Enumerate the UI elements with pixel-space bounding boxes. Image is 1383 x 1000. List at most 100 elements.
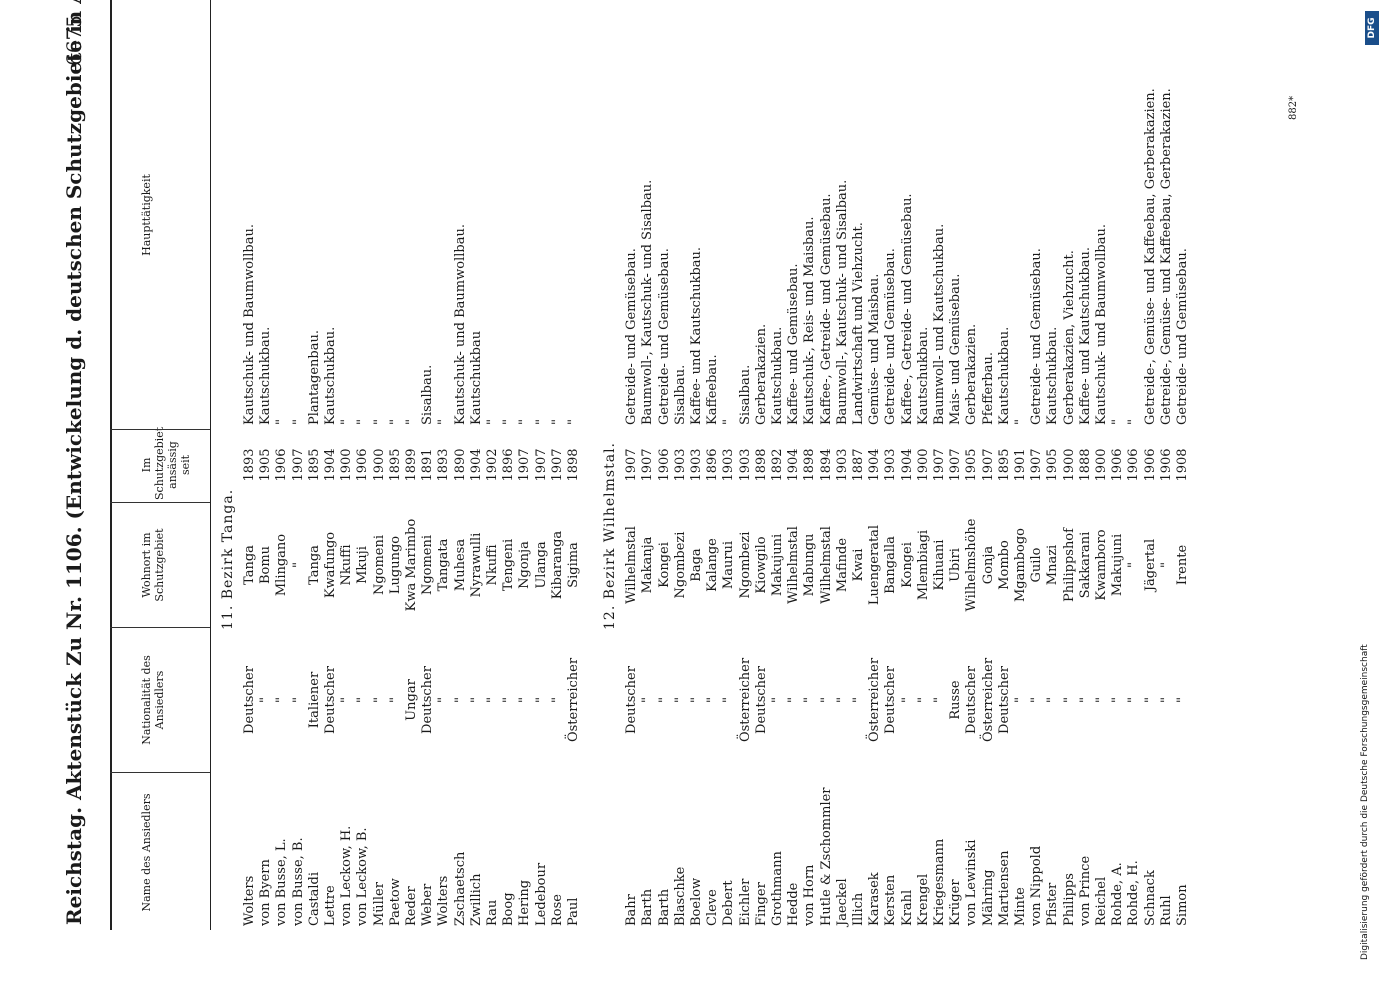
- nationality: ": [818, 697, 834, 703]
- nationality: ": [501, 697, 517, 703]
- settled-since: 1902: [485, 448, 500, 482]
- nationality: ": [1029, 697, 1045, 703]
- residence: Tangata: [436, 538, 452, 592]
- table-row: Rose " Kibaranga 1907 ": [550, 0, 567, 930]
- settler-name: Hering: [517, 879, 533, 926]
- table-row: von Busse, B. " " 1907 ": [291, 0, 308, 930]
- settled-since: 1900: [371, 448, 387, 482]
- settler-name: Castaldi: [306, 872, 322, 926]
- nationality: ": [915, 697, 931, 703]
- main-activity: Baumwoll-, Kautschuk- und Sisalbau.: [834, 179, 850, 425]
- residence: Wilhelmstal: [818, 526, 834, 604]
- table-row: von Horn " Mabungu 1898 Kautschuk-, Reis- un…: [802, 0, 819, 930]
- main-activity: Getreide-, Gemüse- und Kaffeebau, Gerber…: [1142, 88, 1158, 425]
- residence: Philippshof: [1061, 528, 1077, 602]
- table-row: von Prince " Sakkarani 1888 Kaffee- und Kaut…: [1078, 0, 1095, 930]
- settled-since: 1903: [689, 448, 704, 482]
- settled-since: 1906: [1142, 448, 1158, 482]
- main-activity: Kaffee-, Getreide- und Gemüsebau.: [818, 193, 834, 425]
- table-row: Krengel " Mlembiagi 1900 Kautschukbau.: [916, 0, 933, 930]
- settler-name: Boog: [501, 892, 517, 926]
- table-row: Pfister " Mnazi 1905 Kautschukbau.: [1045, 0, 1062, 930]
- main-activity: Kautschuk- und Baumwollbau.: [452, 224, 468, 425]
- residence: Wilhelmstal: [786, 526, 802, 604]
- residence: Ulanga: [533, 541, 549, 589]
- residence: Guilo: [1029, 547, 1045, 583]
- settled-since: 1898: [753, 448, 769, 482]
- main-activity: ": [566, 419, 581, 425]
- nationality: Österreicher: [867, 657, 883, 743]
- main-activity: Gemüse- und Maisbau.: [867, 273, 883, 425]
- settler-name: Pfister: [1045, 882, 1061, 926]
- main-activity: Gerberakazien, Viehzucht.: [1061, 250, 1077, 425]
- nationality: ": [258, 697, 274, 703]
- table-row: von Byern " Bomu 1905 Kautschukbau.: [258, 0, 275, 930]
- nationality: ": [485, 697, 500, 703]
- table-row: Schnack " Jägertal 1906 Getreide-, Gemüse- u…: [1143, 0, 1160, 930]
- residence: Kongei: [899, 542, 915, 588]
- main-activity: ": [290, 419, 306, 425]
- table-row: Martiensen Deutscher Mombo 1895 Kautschukbau…: [997, 0, 1014, 930]
- residence: Ngonja: [517, 541, 533, 589]
- nationality: Deutscher: [753, 666, 769, 734]
- settler-name: von Prince: [1077, 855, 1093, 926]
- residence: Makujuni: [1110, 533, 1126, 597]
- nationality: ": [705, 697, 721, 703]
- residence: Tengeni: [501, 538, 517, 592]
- settled-since: 1905: [258, 448, 274, 482]
- nationality: ": [786, 697, 802, 703]
- settler-name: von Horn: [802, 864, 818, 926]
- settler-name: Grothmann: [770, 851, 785, 926]
- settler-name: Hedde: [786, 882, 802, 926]
- column-header: Nationalität des Ansiedlers: [140, 655, 166, 745]
- table-row: Castaldi Italiener Tanga 1895 Plantagenbau.: [307, 0, 324, 930]
- nationality: ": [834, 697, 850, 703]
- table-row: Lettre Deutscher Kwafungo 1904 Kautschukbau.: [323, 0, 340, 930]
- table-row: Barth " Kongei 1906 Getreide- und Gemüsebau.: [657, 0, 674, 930]
- settler-name: Philipps: [1061, 873, 1077, 926]
- nationality: Deutscher: [624, 666, 640, 734]
- nationality: ": [387, 697, 403, 703]
- settled-since: 1900: [1094, 448, 1109, 482]
- settler-name: Rose: [549, 894, 565, 926]
- settled-since: 1906: [1126, 448, 1142, 482]
- nationality: ": [672, 697, 688, 703]
- settled-since: 1891: [420, 448, 436, 482]
- table-row: Jaeckel " Mafinde 1903 Baumwoll-, Kautschuk-…: [835, 0, 852, 930]
- settler-name: Eichler: [737, 878, 753, 926]
- settler-name: Bahr: [624, 894, 640, 926]
- settler-name: von Busse, L.: [274, 838, 290, 926]
- main-activity: ": [387, 419, 403, 425]
- settled-since: 1907: [290, 448, 306, 482]
- settler-name: Reichel: [1094, 876, 1109, 926]
- nationality: ": [274, 697, 290, 703]
- settled-since: 1893: [242, 448, 257, 482]
- table-row: Barth " Makanja 1907 Baumwoll-, Kautschuk- u…: [640, 0, 657, 930]
- table-row: Cleve " Kalange 1896 Kaffeebau.: [705, 0, 722, 930]
- nationality: ": [802, 697, 818, 703]
- table-row: Paetow " Lugungo 1895 ": [388, 0, 405, 930]
- settler-name: Müller: [371, 882, 387, 926]
- nationality: ": [517, 697, 533, 703]
- main-activity: Kautschukbau.: [996, 326, 1012, 425]
- settler-name: Paul: [566, 897, 581, 926]
- main-activity: Landwirtschaft und Viehzucht.: [851, 222, 866, 425]
- main-activity: ": [721, 419, 737, 425]
- settler-name: Minte: [1013, 887, 1028, 926]
- residence: Ngomeni: [420, 534, 436, 596]
- main-activity: Baumwoll-, Kautschuk- und Sisalbau.: [640, 179, 656, 425]
- settled-since: 1898: [566, 448, 581, 482]
- nationality: ": [721, 697, 737, 703]
- nationality: ": [1142, 697, 1158, 703]
- nationality: Deutscher: [964, 666, 980, 734]
- residence: Tanga: [242, 545, 257, 585]
- nationality: Deutscher: [996, 666, 1012, 734]
- settler-name: Rohde, A.: [1110, 862, 1126, 926]
- main-activity: ": [1126, 419, 1142, 425]
- settled-since: 1904: [323, 448, 338, 482]
- nationality: ": [1110, 697, 1126, 703]
- nationality: ": [355, 697, 371, 703]
- settled-since: 1905: [964, 448, 980, 482]
- table-row: Mähring Österreicher Gonja 1907 Pfefferbau.: [981, 0, 998, 930]
- settled-since: 1896: [705, 448, 721, 482]
